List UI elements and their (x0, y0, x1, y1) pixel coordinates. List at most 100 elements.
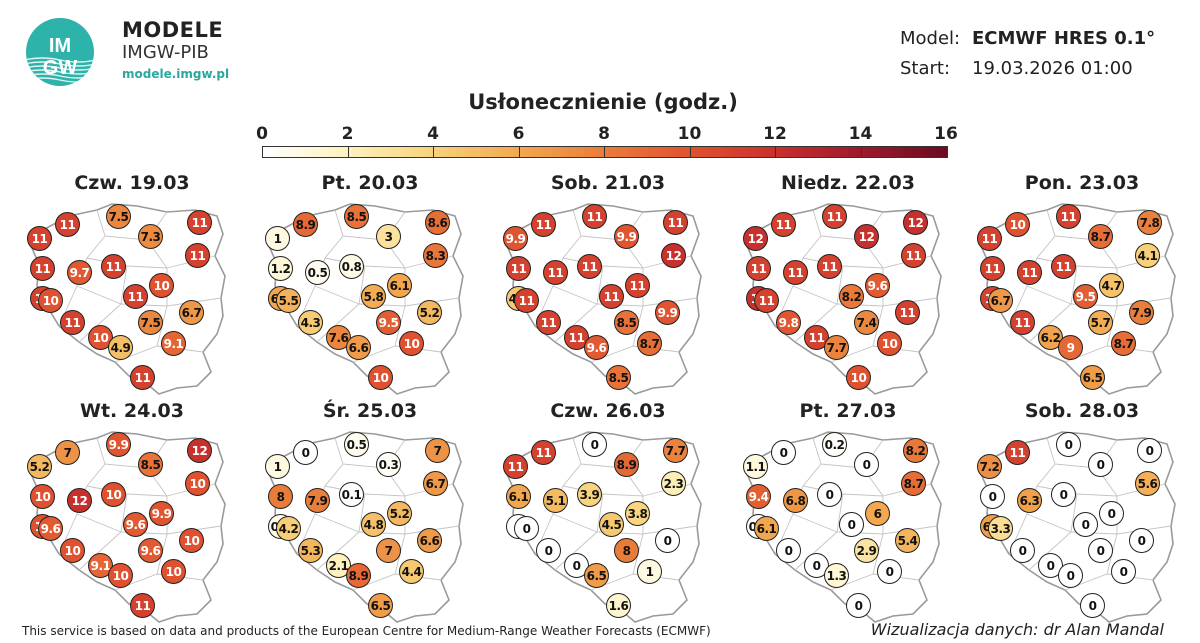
model-info: Model: ECMWF HRES 0.1° Start: 19.03.2026 0… (900, 24, 1155, 84)
station-value-marker: 10 (399, 331, 424, 356)
station-value-marker: 0 (1099, 501, 1124, 526)
station-value-marker: 0.2 (822, 432, 847, 457)
station-value-marker: 11 (514, 288, 539, 313)
map-title: Usłonecznienie (godz.) (468, 90, 738, 114)
scale-tick-mark (689, 147, 691, 157)
station-value-marker: 10 (1005, 212, 1030, 237)
station-value-marker: 11 (27, 226, 52, 251)
province-border (76, 513, 122, 533)
station-value-marker: 11 (901, 243, 926, 268)
station-value-marker: 7.2 (977, 454, 1002, 479)
station-value-marker: 0 (1010, 538, 1035, 563)
province-border (552, 285, 598, 305)
footer-credit: Wizualizacja danych: dr Alan Mandal (870, 620, 1164, 639)
station-value-marker: 8.5 (138, 452, 163, 477)
station-value-marker: 0 (980, 484, 1005, 509)
station-value-marker: 1 (637, 559, 662, 584)
day-label: Pt. 20.03 (321, 172, 419, 194)
station-value-marker: 0 (1051, 482, 1076, 507)
day-label: Pt. 27.03 (799, 400, 897, 422)
station-value-marker: 9.9 (503, 226, 528, 251)
station-value-marker: 9.9 (655, 300, 680, 325)
day-label: Śr. 25.03 (322, 400, 418, 422)
station-value-marker: 10 (368, 365, 393, 390)
station-value-marker: 8.7 (637, 331, 662, 356)
forecast-panel: Niedz. 22.03121111121111121112119.6119.8… (733, 172, 963, 402)
station-value-marker: 6.5 (368, 593, 393, 618)
station-value-marker: 7.4 (854, 310, 879, 335)
station-value-marker: 10 (108, 563, 133, 588)
station-value-marker: 11 (55, 212, 80, 237)
station-value-marker: 11 (185, 243, 210, 268)
station-value-marker: 3.3 (988, 516, 1013, 541)
station-value-marker: 1.6 (606, 593, 631, 618)
scale-tick-label: 2 (341, 124, 354, 144)
station-value-marker: 5.7 (1088, 310, 1113, 335)
day-label: Wt. 24.03 (80, 400, 184, 422)
day-label: Czw. 26.03 (550, 400, 666, 422)
station-value-marker: 11 (130, 365, 155, 390)
station-value-marker: 12 (187, 438, 212, 463)
station-value-marker: 0 (1056, 432, 1081, 457)
station-value-marker: 11 (30, 256, 55, 281)
station-value-marker: 11 (625, 273, 650, 298)
station-value-marker: 8.9 (346, 563, 371, 588)
station-value-marker: 12 (67, 488, 92, 513)
scale-tick-mark (433, 147, 434, 157)
station-value-marker: 11 (101, 254, 126, 279)
scale-tick-label: 16 (934, 124, 958, 144)
brand-block: MODELE IMGW-PIB modele.imgw.pl (122, 20, 230, 81)
station-value-marker: 4.8 (361, 512, 386, 537)
province-border (76, 285, 122, 305)
station-value-marker: 6.5 (1080, 365, 1105, 390)
station-value-marker: 10 (185, 471, 210, 496)
station-value-marker: 4.4 (399, 559, 424, 584)
station-value-marker: 9.6 (38, 516, 63, 541)
footer-disclaimer: This service is based on data and produc… (22, 624, 711, 638)
station-value-marker: 8 (614, 538, 639, 563)
scale-tick-label: 4 (427, 124, 439, 144)
station-value-marker: 11 (663, 210, 688, 235)
svg-text:GW: GW (43, 57, 78, 79)
province-border (1026, 513, 1072, 533)
station-value-marker: 12 (854, 224, 879, 249)
station-value-marker: 9.7 (67, 260, 92, 285)
imgw-logo: IM GW (26, 18, 94, 86)
day-label: Czw. 19.03 (74, 172, 190, 194)
station-value-marker: 6.3 (1017, 488, 1042, 513)
station-value-marker: 10 (30, 484, 55, 509)
forecast-panel: Pon. 23.031110117.811118.74.111114.76.71… (967, 172, 1197, 402)
scale-tick-mark (604, 147, 605, 157)
scale-tick-label: 8 (598, 124, 610, 144)
station-value-marker: 1.3 (824, 563, 849, 588)
scale-tick-mark (518, 147, 520, 157)
station-value-marker: 11 (754, 288, 779, 313)
station-value-marker: 5.4 (895, 528, 920, 553)
station-value-marker: 4.5 (599, 512, 624, 537)
forecast-panel: Wt. 24.035.279.91210128.51010109.99.6109… (17, 400, 247, 630)
station-value-marker: 11 (817, 254, 842, 279)
station-value-marker: 7.7 (663, 438, 688, 463)
station-value-marker: 7.7 (824, 335, 849, 360)
station-value-marker: 8.2 (839, 284, 864, 309)
station-value-marker: 6.7 (423, 471, 448, 496)
forecast-panel: Śr. 25.03100.5787.90.36.70.60.15.24.25.3… (255, 400, 485, 630)
station-value-marker: 11 (980, 256, 1005, 281)
brand-url[interactable]: modele.imgw.pl (122, 67, 230, 81)
station-value-marker: 7.9 (305, 488, 330, 513)
station-value-marker: 5.2 (387, 501, 412, 526)
model-value: ECMWF HRES 0.1° (972, 28, 1156, 49)
day-label: Sob. 21.03 (550, 172, 666, 194)
station-value-marker: 0 (839, 512, 864, 537)
station-value-marker: 0.3 (376, 452, 401, 477)
station-value-marker: 8.7 (901, 471, 926, 496)
station-value-marker: 11 (130, 593, 155, 618)
station-value-marker: 0.8 (339, 254, 364, 279)
station-value-marker: 0 (1088, 538, 1113, 563)
station-value-marker: 5.1 (543, 488, 568, 513)
model-label: Model: (900, 28, 961, 49)
station-value-marker: 11 (582, 204, 607, 229)
station-value-marker: 11 (771, 212, 796, 237)
station-value-marker: 10 (179, 528, 204, 553)
station-value-marker: 0 (1058, 563, 1083, 588)
